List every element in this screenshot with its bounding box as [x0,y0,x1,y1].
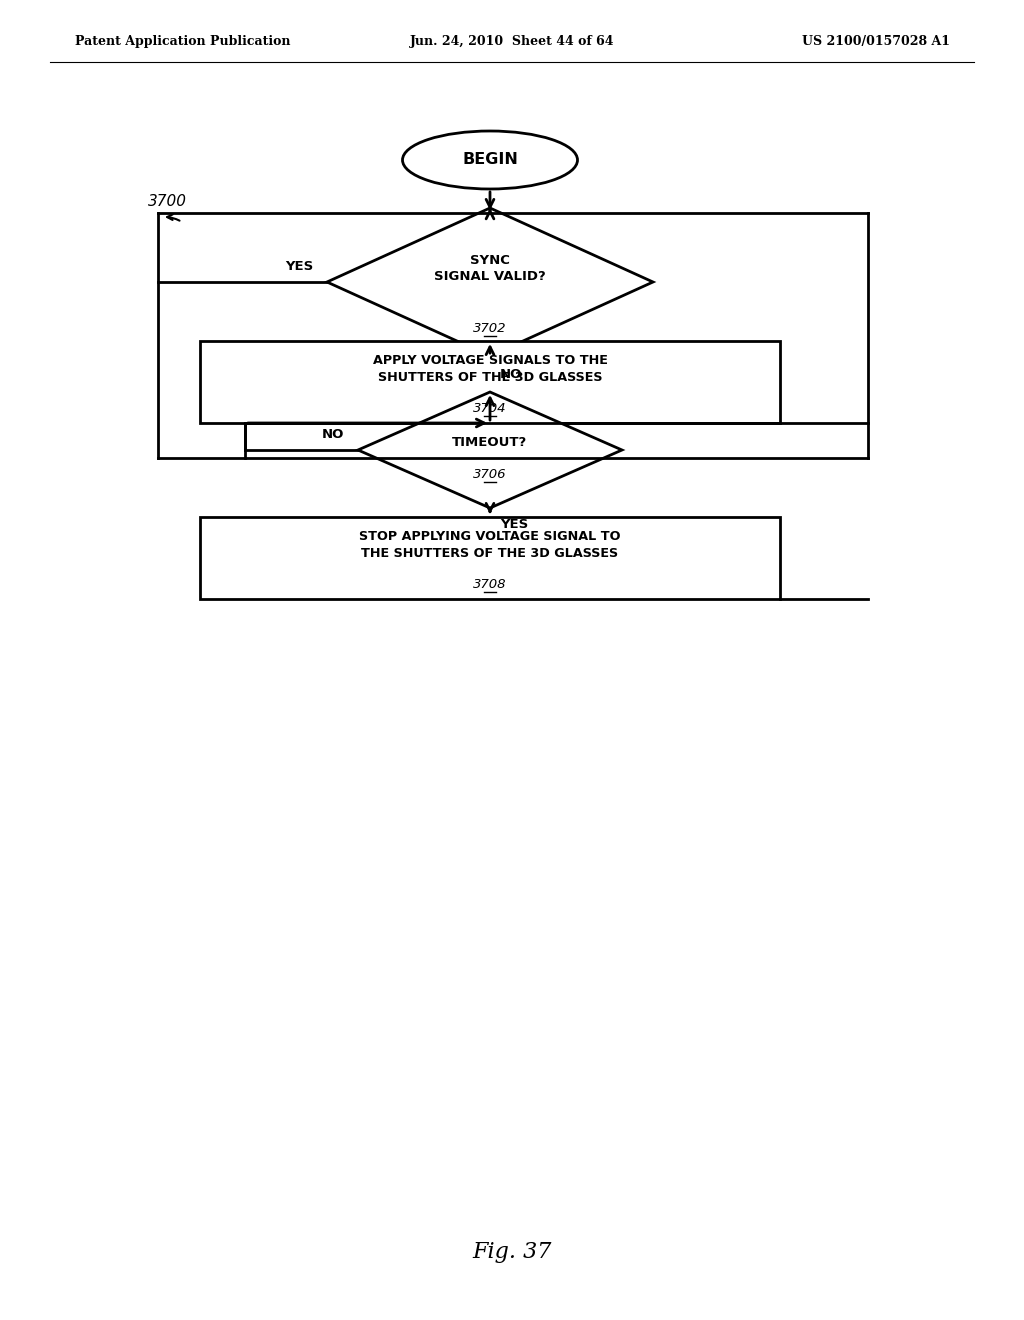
Text: Fig. 37: Fig. 37 [472,1241,552,1263]
Text: 3700: 3700 [148,194,187,210]
Text: SYNC
SIGNAL VALID?: SYNC SIGNAL VALID? [434,253,546,282]
Text: YES: YES [285,260,313,272]
FancyBboxPatch shape [200,341,780,422]
Text: Patent Application Publication: Patent Application Publication [75,36,291,49]
Text: STOP APPLYING VOLTAGE SIGNAL TO
THE SHUTTERS OF THE 3D GLASSES: STOP APPLYING VOLTAGE SIGNAL TO THE SHUT… [359,531,621,560]
Text: 3704: 3704 [473,401,507,414]
Text: YES: YES [500,517,528,531]
Text: Jun. 24, 2010  Sheet 44 of 64: Jun. 24, 2010 Sheet 44 of 64 [410,36,614,49]
FancyBboxPatch shape [200,517,780,599]
Text: NO: NO [322,428,344,441]
Text: APPLY VOLTAGE SIGNALS TO THE
SHUTTERS OF THE 3D GLASSES: APPLY VOLTAGE SIGNALS TO THE SHUTTERS OF… [373,354,607,384]
Text: 3702: 3702 [473,322,507,334]
Text: 3706: 3706 [473,467,507,480]
Text: NO: NO [500,368,522,381]
Text: BEGIN: BEGIN [462,153,518,168]
Text: TIMEOUT?: TIMEOUT? [453,436,527,449]
Polygon shape [327,209,653,356]
Ellipse shape [402,131,578,189]
Text: US 2100/0157028 A1: US 2100/0157028 A1 [802,36,950,49]
Polygon shape [358,392,622,508]
Text: 3708: 3708 [473,578,507,590]
